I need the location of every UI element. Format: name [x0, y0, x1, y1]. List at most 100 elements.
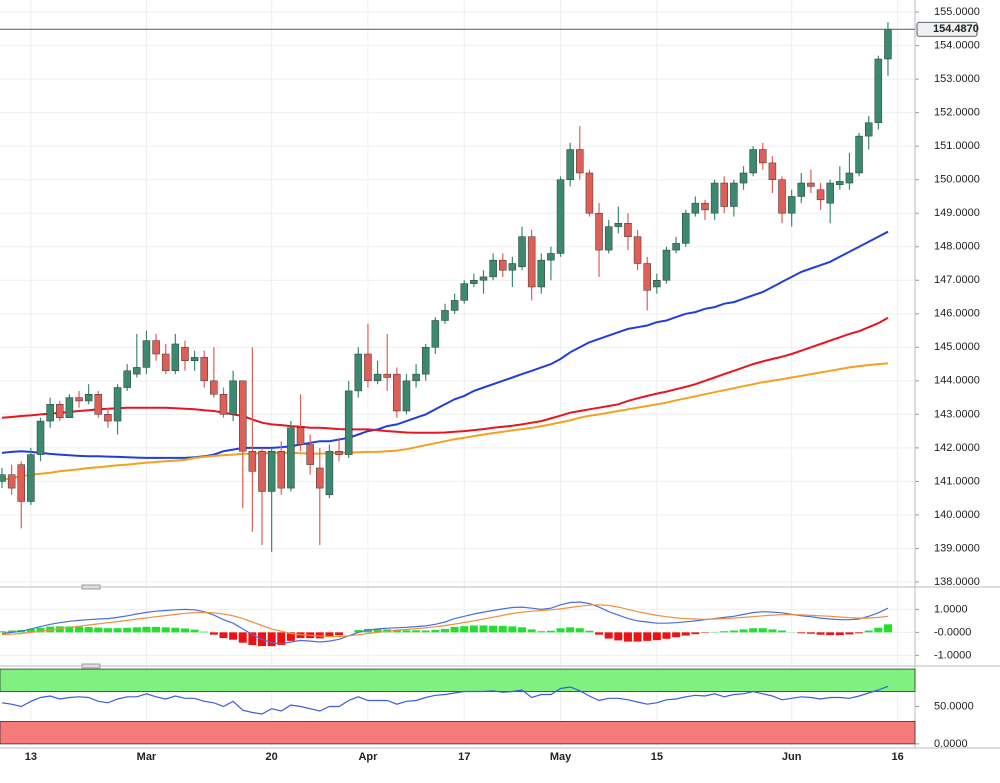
candle-body	[450, 300, 459, 311]
candle-body	[508, 263, 517, 271]
x-tick-label: 13	[25, 751, 37, 763]
y-tick-label: 150.0000	[934, 174, 980, 186]
candle-body	[152, 340, 160, 355]
candle-body	[499, 259, 507, 271]
candle-body	[768, 162, 777, 180]
y-tick-label: 141.0000	[934, 475, 980, 487]
last-price-label: 154.4870	[933, 23, 979, 35]
x-tick-label: 16	[891, 751, 903, 763]
indicator-line	[1, 604, 889, 638]
candle-body	[787, 196, 796, 214]
candle-body	[624, 223, 632, 237]
histogram-bar	[575, 628, 584, 633]
histogram-bar	[595, 632, 604, 635]
y-tick-label: 140.0000	[934, 509, 980, 521]
candle-body	[681, 212, 690, 244]
histogram-bar	[75, 626, 84, 633]
y-tick-label: 151.0000	[934, 140, 980, 152]
candle-body	[470, 280, 478, 284]
indicator-line	[1, 316, 889, 434]
candle-body	[421, 347, 430, 375]
indicator-line	[1, 230, 889, 459]
candle-body	[479, 276, 488, 281]
candle-body	[142, 340, 151, 368]
histogram-bar	[883, 624, 892, 633]
candle-body	[7, 474, 16, 489]
histogram-bar	[537, 631, 546, 633]
candle-body	[190, 357, 199, 361]
histogram-bar	[527, 629, 536, 633]
candle-body	[749, 149, 757, 174]
histogram-bar	[749, 628, 758, 633]
candle-body	[836, 181, 844, 185]
histogram-bar	[518, 627, 527, 633]
candle-body	[864, 122, 873, 137]
candle-body	[287, 427, 295, 489]
y-tick-label: 145.0000	[934, 341, 980, 353]
histogram-bar	[469, 625, 478, 633]
y-tick-label: 152.0000	[934, 107, 980, 119]
histogram-bar	[190, 629, 199, 633]
candle-body	[566, 149, 574, 180]
histogram-bar	[874, 627, 883, 633]
candle-body	[691, 202, 700, 214]
histogram-bar	[566, 627, 575, 633]
histogram-bar	[171, 627, 180, 633]
candle-body	[393, 373, 401, 412]
histogram-bar	[585, 630, 594, 633]
histogram-bar	[739, 629, 748, 633]
histogram-bar	[132, 627, 141, 633]
candle-body	[75, 397, 83, 402]
histogram-bar	[556, 628, 565, 633]
candle-body	[720, 182, 728, 207]
histogram-bar	[123, 627, 132, 633]
histogram-bar	[373, 628, 382, 633]
x-tick-label: 15	[651, 751, 663, 763]
histogram-bar	[412, 630, 421, 633]
candle-body	[123, 370, 131, 388]
candle-body	[460, 283, 468, 301]
histogram-bar	[286, 632, 295, 641]
x-tick-label: 17	[458, 751, 470, 763]
candle-body	[730, 182, 738, 207]
candle-body	[383, 373, 391, 378]
x-tick-label: 20	[266, 751, 278, 763]
candle-body	[344, 390, 353, 455]
histogram-bar	[200, 631, 209, 633]
y-tick-label: 143.0000	[934, 408, 980, 420]
candle-body	[316, 467, 324, 489]
histogram-bar	[720, 631, 729, 633]
candle-body	[36, 420, 45, 455]
candle-body	[816, 189, 825, 201]
candle-body	[585, 172, 594, 214]
y-tick-label: 149.0000	[934, 207, 980, 219]
histogram-bar	[489, 625, 498, 633]
candle-body	[576, 149, 584, 174]
x-tick-label: May	[550, 751, 572, 763]
histogram-bar	[729, 630, 738, 633]
histogram-bar	[238, 632, 247, 643]
histogram-bar	[450, 626, 459, 633]
histogram-bar	[46, 626, 55, 633]
histogram-bar	[267, 632, 276, 647]
histogram-bar	[161, 627, 170, 633]
candle-body	[431, 320, 440, 348]
histogram-bar	[335, 632, 344, 636]
panel-handle[interactable]	[81, 584, 101, 590]
y-tick-label: 155.0000	[934, 6, 980, 18]
candle-body	[200, 357, 208, 382]
candle-body	[797, 182, 806, 197]
histogram-bar	[248, 632, 257, 646]
histogram-bar	[325, 632, 334, 637]
histogram-bar	[94, 627, 103, 633]
histogram-bar	[672, 632, 681, 638]
y-tick-label: 153.0000	[934, 73, 980, 85]
histogram-bar	[845, 632, 854, 635]
x-tick-label: Apr	[358, 751, 378, 763]
last-price-box	[916, 21, 978, 37]
panel-handle[interactable]	[81, 663, 101, 669]
histogram-bar	[652, 632, 661, 641]
candle-body	[296, 427, 305, 445]
candle-body	[643, 263, 651, 291]
